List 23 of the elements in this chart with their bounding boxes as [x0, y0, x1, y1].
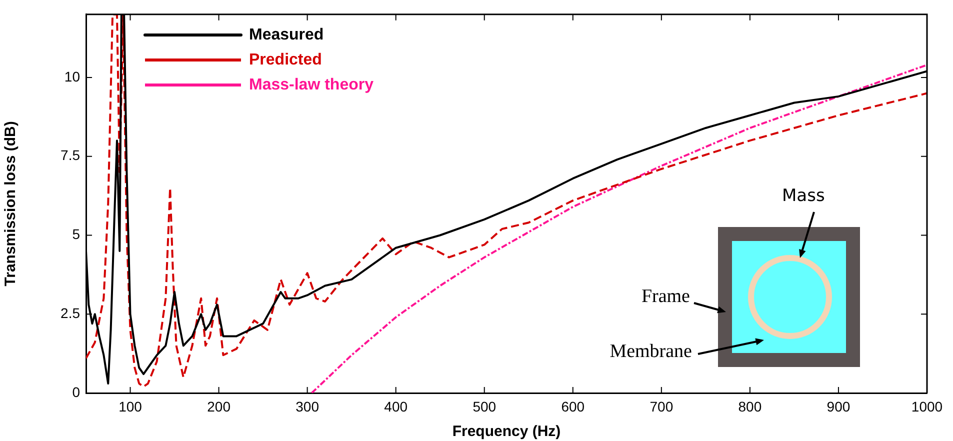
x-tick-label: 400	[384, 398, 408, 414]
x-tick-label: 300	[296, 398, 320, 414]
y-tick-label: 0	[72, 384, 80, 400]
x-axis-title: Frequency (Hz)	[452, 423, 561, 440]
y-tick-label: 7.5	[60, 147, 80, 164]
annotation: Membrane	[610, 341, 692, 363]
annotation: Mass	[782, 186, 825, 206]
text: Predicted	[249, 51, 322, 68]
y-tick-label: 2.5	[60, 304, 80, 321]
text: Mass-law theory	[249, 76, 374, 94]
x-tick-label: 600	[561, 398, 585, 414]
x-tick-label: 200	[207, 398, 231, 414]
y-tick-label: 5	[72, 226, 80, 242]
x-tick-label: 1000	[911, 398, 943, 414]
y-axis-title: Transmission loss (dB)	[2, 121, 20, 286]
x-tick-label: 100	[118, 398, 142, 414]
annotation: Frame	[641, 286, 690, 308]
x-tick-label: 800	[738, 398, 762, 414]
legend-label: Measured	[249, 26, 324, 44]
x-tick-label: 500	[472, 398, 496, 414]
y-tick-label: 10	[64, 68, 80, 84]
x-tick-label: 900	[826, 398, 850, 414]
x-tick-label: 700	[650, 398, 674, 414]
